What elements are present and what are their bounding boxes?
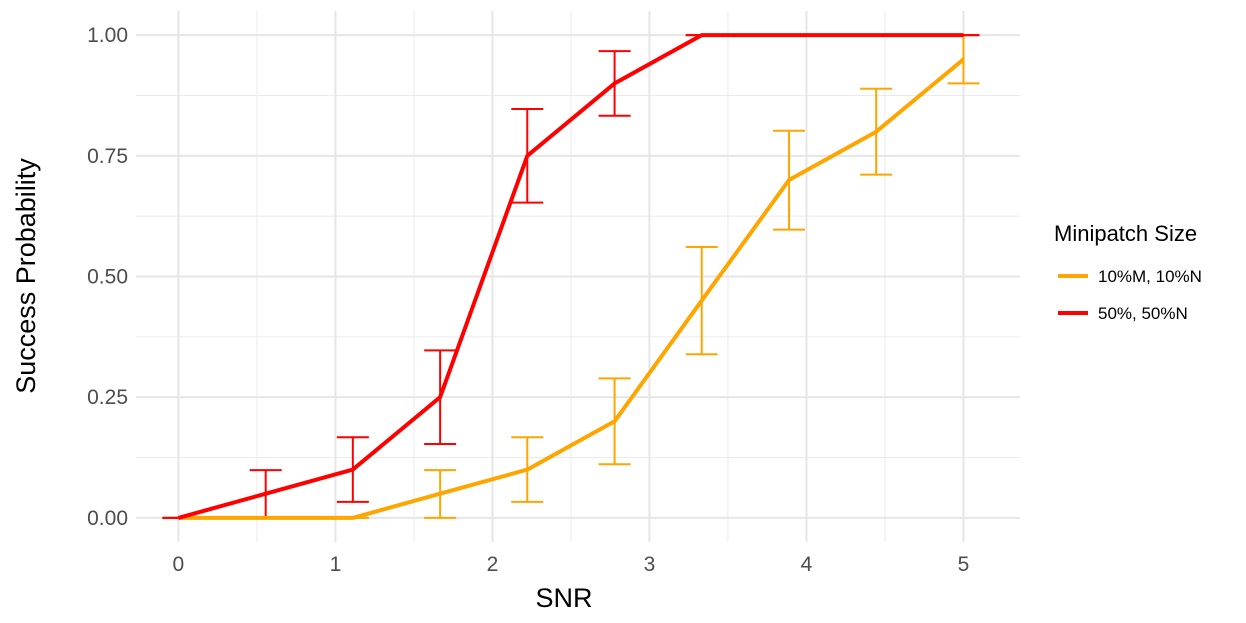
y-tick-label: 0.50 — [87, 266, 128, 289]
y-axis-tick-labels: 0.00 0.25 0.50 0.75 1.00 — [87, 24, 128, 530]
legend-title: Minipatch Size — [1054, 221, 1197, 246]
x-tick-label: 1 — [330, 553, 342, 576]
series-line-2 — [177, 33, 964, 520]
x-tick-label: 3 — [644, 553, 656, 576]
series-line-1 — [178, 57, 965, 520]
y-axis-title: Success Probability — [11, 158, 41, 394]
legend-label: 10%M, 10%N — [1098, 267, 1202, 286]
x-tick-label: 0 — [173, 553, 185, 576]
y-tick-label: 0.25 — [87, 386, 128, 409]
legend-label: 50%, 50%N — [1098, 304, 1188, 323]
x-axis-tick-labels: 0 1 2 3 4 5 — [173, 553, 970, 576]
y-tick-label: 0.00 — [87, 507, 128, 530]
legend-items: 10%M, 10%N 50%, 50%N — [1058, 267, 1202, 323]
series-lines — [177, 33, 965, 520]
y-tick-label: 1.00 — [87, 24, 128, 47]
x-tick-label: 4 — [801, 553, 813, 576]
legend-item: 50%, 50%N — [1058, 304, 1188, 323]
x-tick-label: 2 — [487, 553, 499, 576]
x-axis-title: SNR — [535, 583, 592, 613]
legend: Minipatch Size 10%M, 10%N 50%, 50%N — [1054, 221, 1202, 323]
legend-item: 10%M, 10%N — [1058, 267, 1202, 286]
x-tick-label: 5 — [958, 553, 970, 576]
y-tick-label: 0.75 — [87, 145, 128, 168]
